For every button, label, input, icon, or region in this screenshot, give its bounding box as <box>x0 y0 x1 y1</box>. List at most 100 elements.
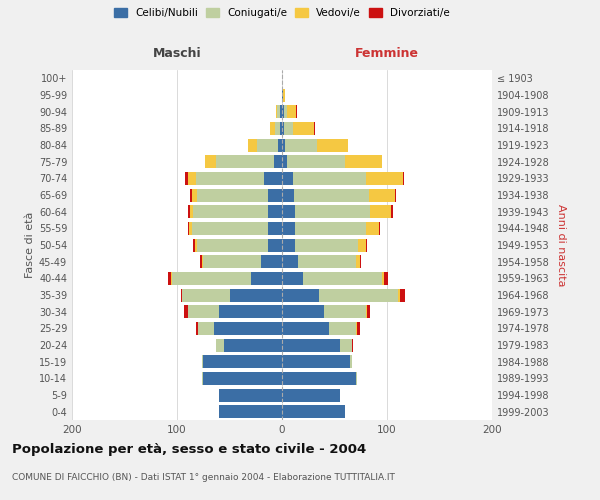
Bar <box>257 138 278 151</box>
Bar <box>188 172 196 185</box>
Bar <box>280 105 282 118</box>
Bar <box>282 138 285 151</box>
Bar <box>261 255 282 268</box>
Bar <box>319 288 398 302</box>
Bar <box>277 105 280 118</box>
Legend: Celibi/Nubili, Coniugati/e, Vedovi/e, Divorziati/e: Celibi/Nubili, Coniugati/e, Vedovi/e, Di… <box>111 5 453 21</box>
Bar <box>355 322 356 335</box>
Bar <box>167 272 171 285</box>
Bar <box>295 222 366 235</box>
Bar <box>193 205 268 218</box>
Bar <box>274 155 282 168</box>
Bar <box>282 322 329 335</box>
Bar <box>282 238 295 252</box>
Bar <box>285 138 317 151</box>
Bar <box>264 172 282 185</box>
Bar <box>369 188 395 202</box>
Text: Femmine: Femmine <box>355 47 419 60</box>
Bar <box>185 172 187 185</box>
Bar <box>203 255 261 268</box>
Bar <box>400 288 405 302</box>
Bar <box>193 238 195 252</box>
Bar <box>282 355 350 368</box>
Bar <box>275 122 280 135</box>
Bar <box>196 322 198 335</box>
Bar <box>268 188 282 202</box>
Bar <box>251 272 282 285</box>
Bar <box>276 105 277 118</box>
Text: Popolazione per età, sesso e stato civile - 2004: Popolazione per età, sesso e stato civil… <box>12 442 366 456</box>
Bar <box>366 222 379 235</box>
Bar <box>287 155 345 168</box>
Bar <box>271 122 275 135</box>
Bar <box>172 272 251 285</box>
Bar <box>216 155 274 168</box>
Bar <box>202 355 203 368</box>
Bar <box>197 238 268 252</box>
Bar <box>198 322 214 335</box>
Bar <box>367 305 370 318</box>
Bar <box>190 205 193 218</box>
Bar <box>192 222 268 235</box>
Bar <box>366 238 367 252</box>
Bar <box>366 172 403 185</box>
Bar <box>284 122 293 135</box>
Bar <box>379 222 380 235</box>
Bar <box>187 305 219 318</box>
Bar <box>295 205 370 218</box>
Bar <box>203 372 282 385</box>
Bar <box>200 255 202 268</box>
Bar <box>282 288 319 302</box>
Bar <box>352 338 353 351</box>
Bar <box>188 205 190 218</box>
Bar <box>282 88 283 102</box>
Bar <box>284 105 287 118</box>
Bar <box>355 255 360 268</box>
Bar <box>202 255 203 268</box>
Bar <box>216 338 224 351</box>
Bar <box>282 305 324 318</box>
Bar <box>350 355 352 368</box>
Bar <box>280 122 282 135</box>
Bar <box>317 138 348 151</box>
Bar <box>324 305 366 318</box>
Bar <box>370 205 391 218</box>
Bar <box>398 288 400 302</box>
Bar <box>219 388 282 402</box>
Bar <box>205 155 216 168</box>
Bar <box>345 155 382 168</box>
Bar <box>395 188 397 202</box>
Bar <box>219 305 282 318</box>
Bar <box>384 272 388 285</box>
Bar <box>224 338 282 351</box>
Bar <box>196 172 264 185</box>
Bar <box>203 355 282 368</box>
Bar <box>282 122 284 135</box>
Bar <box>282 172 293 185</box>
Bar <box>282 222 295 235</box>
Y-axis label: Anni di nascita: Anni di nascita <box>556 204 566 286</box>
Bar <box>268 238 282 252</box>
Bar <box>248 138 257 151</box>
Bar <box>278 138 282 151</box>
Bar <box>282 372 355 385</box>
Bar <box>197 188 268 202</box>
Bar <box>283 88 285 102</box>
Bar <box>188 222 192 235</box>
Bar <box>282 105 284 118</box>
Bar <box>403 172 404 185</box>
Bar <box>282 188 293 202</box>
Bar <box>182 288 229 302</box>
Bar <box>298 255 355 268</box>
Bar <box>295 238 358 252</box>
Text: COMUNE DI FAICCHIO (BN) - Dati ISTAT 1° gennaio 2004 - Elaborazione TUTTITALIA.I: COMUNE DI FAICCHIO (BN) - Dati ISTAT 1° … <box>12 472 395 482</box>
Bar <box>192 188 197 202</box>
Bar <box>356 322 359 335</box>
Bar <box>268 205 282 218</box>
Bar <box>202 372 203 385</box>
Bar <box>293 122 314 135</box>
Bar <box>329 322 355 335</box>
Bar <box>282 205 295 218</box>
Bar <box>214 322 282 335</box>
Bar <box>190 188 192 202</box>
